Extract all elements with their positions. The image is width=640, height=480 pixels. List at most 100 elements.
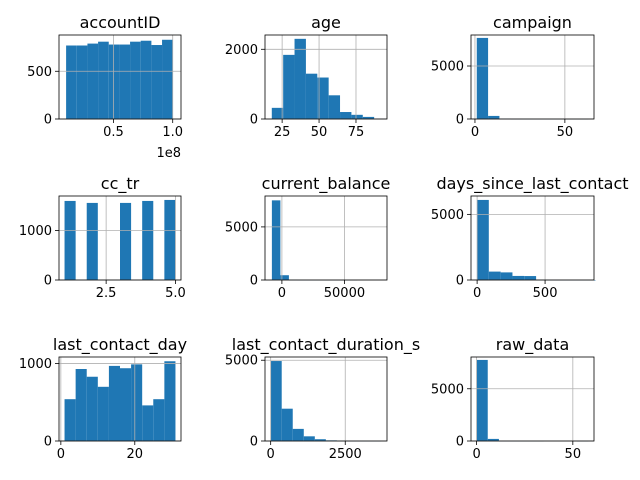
histogram-bar [476,199,489,280]
y-tick-label: 0 [44,113,52,128]
subplot-title: raw_data [496,335,570,355]
histogram-bar [142,405,154,441]
axes-frame [58,356,182,442]
histogram-bar [271,200,281,280]
y-tick-label: 5000 [431,208,464,223]
histogram-bar [86,376,98,441]
axes-frame [470,356,595,442]
histogram-bar [76,45,88,119]
y-tick-label: 0 [456,274,464,289]
subplot-age: age 25 50 75 0 2000 [225,13,388,140]
histogram-bar [131,364,143,441]
x-tick-label: 2500 [329,447,362,462]
histogram-bar [119,44,131,119]
subplot-current-balance: current_balance 0 50000 0 5000 [225,174,390,301]
histogram-bar [164,361,176,441]
histogram-bar [108,44,120,119]
histogram-bar [142,200,154,280]
y-tick-label: 1000 [19,357,52,372]
y-tick-label: 5000 [225,220,258,235]
histogram-bar [351,114,363,119]
x-tick-label: 75 [348,125,365,140]
histogram-bar [500,272,513,280]
histogram-bar [512,275,525,280]
x-tick-label: 25 [274,125,291,140]
axes-frame [470,34,595,120]
x-tick-label: 2.5 [96,286,117,301]
y-tick-label: 0 [456,435,464,450]
x-tick-label: 0 [278,286,286,301]
histogram-bar [476,359,488,441]
histogram-bar [270,361,282,441]
histogram-bar [283,54,295,119]
histogram-bar [488,271,501,280]
x-tick-label: 50000 [324,286,365,301]
subplot-last-contact-duration-s: last_contact_duration_s 0 2500 0 5000 [225,335,420,462]
subplot-title: last_contact_duration_s [232,335,420,355]
histogram-bar [153,399,165,441]
histogram-bar [64,200,76,280]
histogram-bar [314,439,326,441]
axes-frame [264,34,388,120]
histogram-bar [317,77,329,119]
subplot-title: accountID [80,13,161,32]
subplot-title: current_balance [262,174,391,194]
histogram-bar [280,275,289,280]
histogram-bar [151,45,163,119]
axes-frame [58,195,182,281]
y-tick-label: 1000 [19,224,52,239]
x-tick-label: 50 [565,447,582,462]
y-tick-label: 5000 [225,354,258,369]
histogram-bar [488,115,500,119]
histogram-bar [487,438,499,441]
histogram-bar [164,199,176,280]
subplot-title: days_since_last_contact [436,174,628,194]
histogram-bar [305,73,318,119]
histogram-bar [87,43,99,119]
axes-frame [264,195,388,281]
subplot-title: last_contact_day [53,335,187,355]
histogram-bar [75,369,87,441]
histogram-bar [303,436,315,441]
x-tick-label: 50 [557,125,574,140]
y-tick-label: 5000 [431,382,464,397]
histogram-bar [162,39,173,119]
subplot-cc-tr: cc_tr 2.5 5.0 0 1000 [19,174,186,301]
y-tick-label: 2000 [225,43,258,58]
histogram-bar [98,41,109,119]
y-tick-label: 0 [250,435,258,450]
histogram-bar [66,45,77,119]
histogram-bar [64,399,76,441]
histogram-bar [294,38,306,119]
y-tick-label: 0 [250,113,258,128]
histogram-bar [476,37,489,119]
x-tick-label: 1.0 [162,125,183,140]
histogram-bar [328,95,341,119]
histogram-bar [140,40,152,119]
subplot-title: cc_tr [101,174,140,194]
x-offset-label: 1e8 [156,146,181,161]
x-tick-label: 20 [127,447,144,462]
y-tick-label: 0 [456,113,464,128]
x-tick-label: 5.0 [165,286,186,301]
x-tick-label: 0 [267,447,275,462]
histogram-bar [281,408,293,441]
histogram-bar [362,116,375,119]
histogram-bar [120,202,132,280]
histogram-bar [271,107,284,119]
x-tick-label: 500 [533,286,558,301]
y-tick-label: 5000 [431,60,464,75]
x-tick-label: 0 [473,286,481,301]
x-tick-label: 0.5 [103,125,124,140]
y-tick-label: 500 [27,65,52,80]
axes-frame [470,195,595,281]
x-tick-label: 50 [311,125,328,140]
histogram-bar [292,428,304,441]
subplot-title: age [311,13,341,32]
histogram-bar [97,386,109,441]
histogram-bar [86,202,98,280]
axes-frame [58,34,182,120]
subplot-last-contact-day: last_contact_day 0 20 0 1000 [19,335,187,462]
